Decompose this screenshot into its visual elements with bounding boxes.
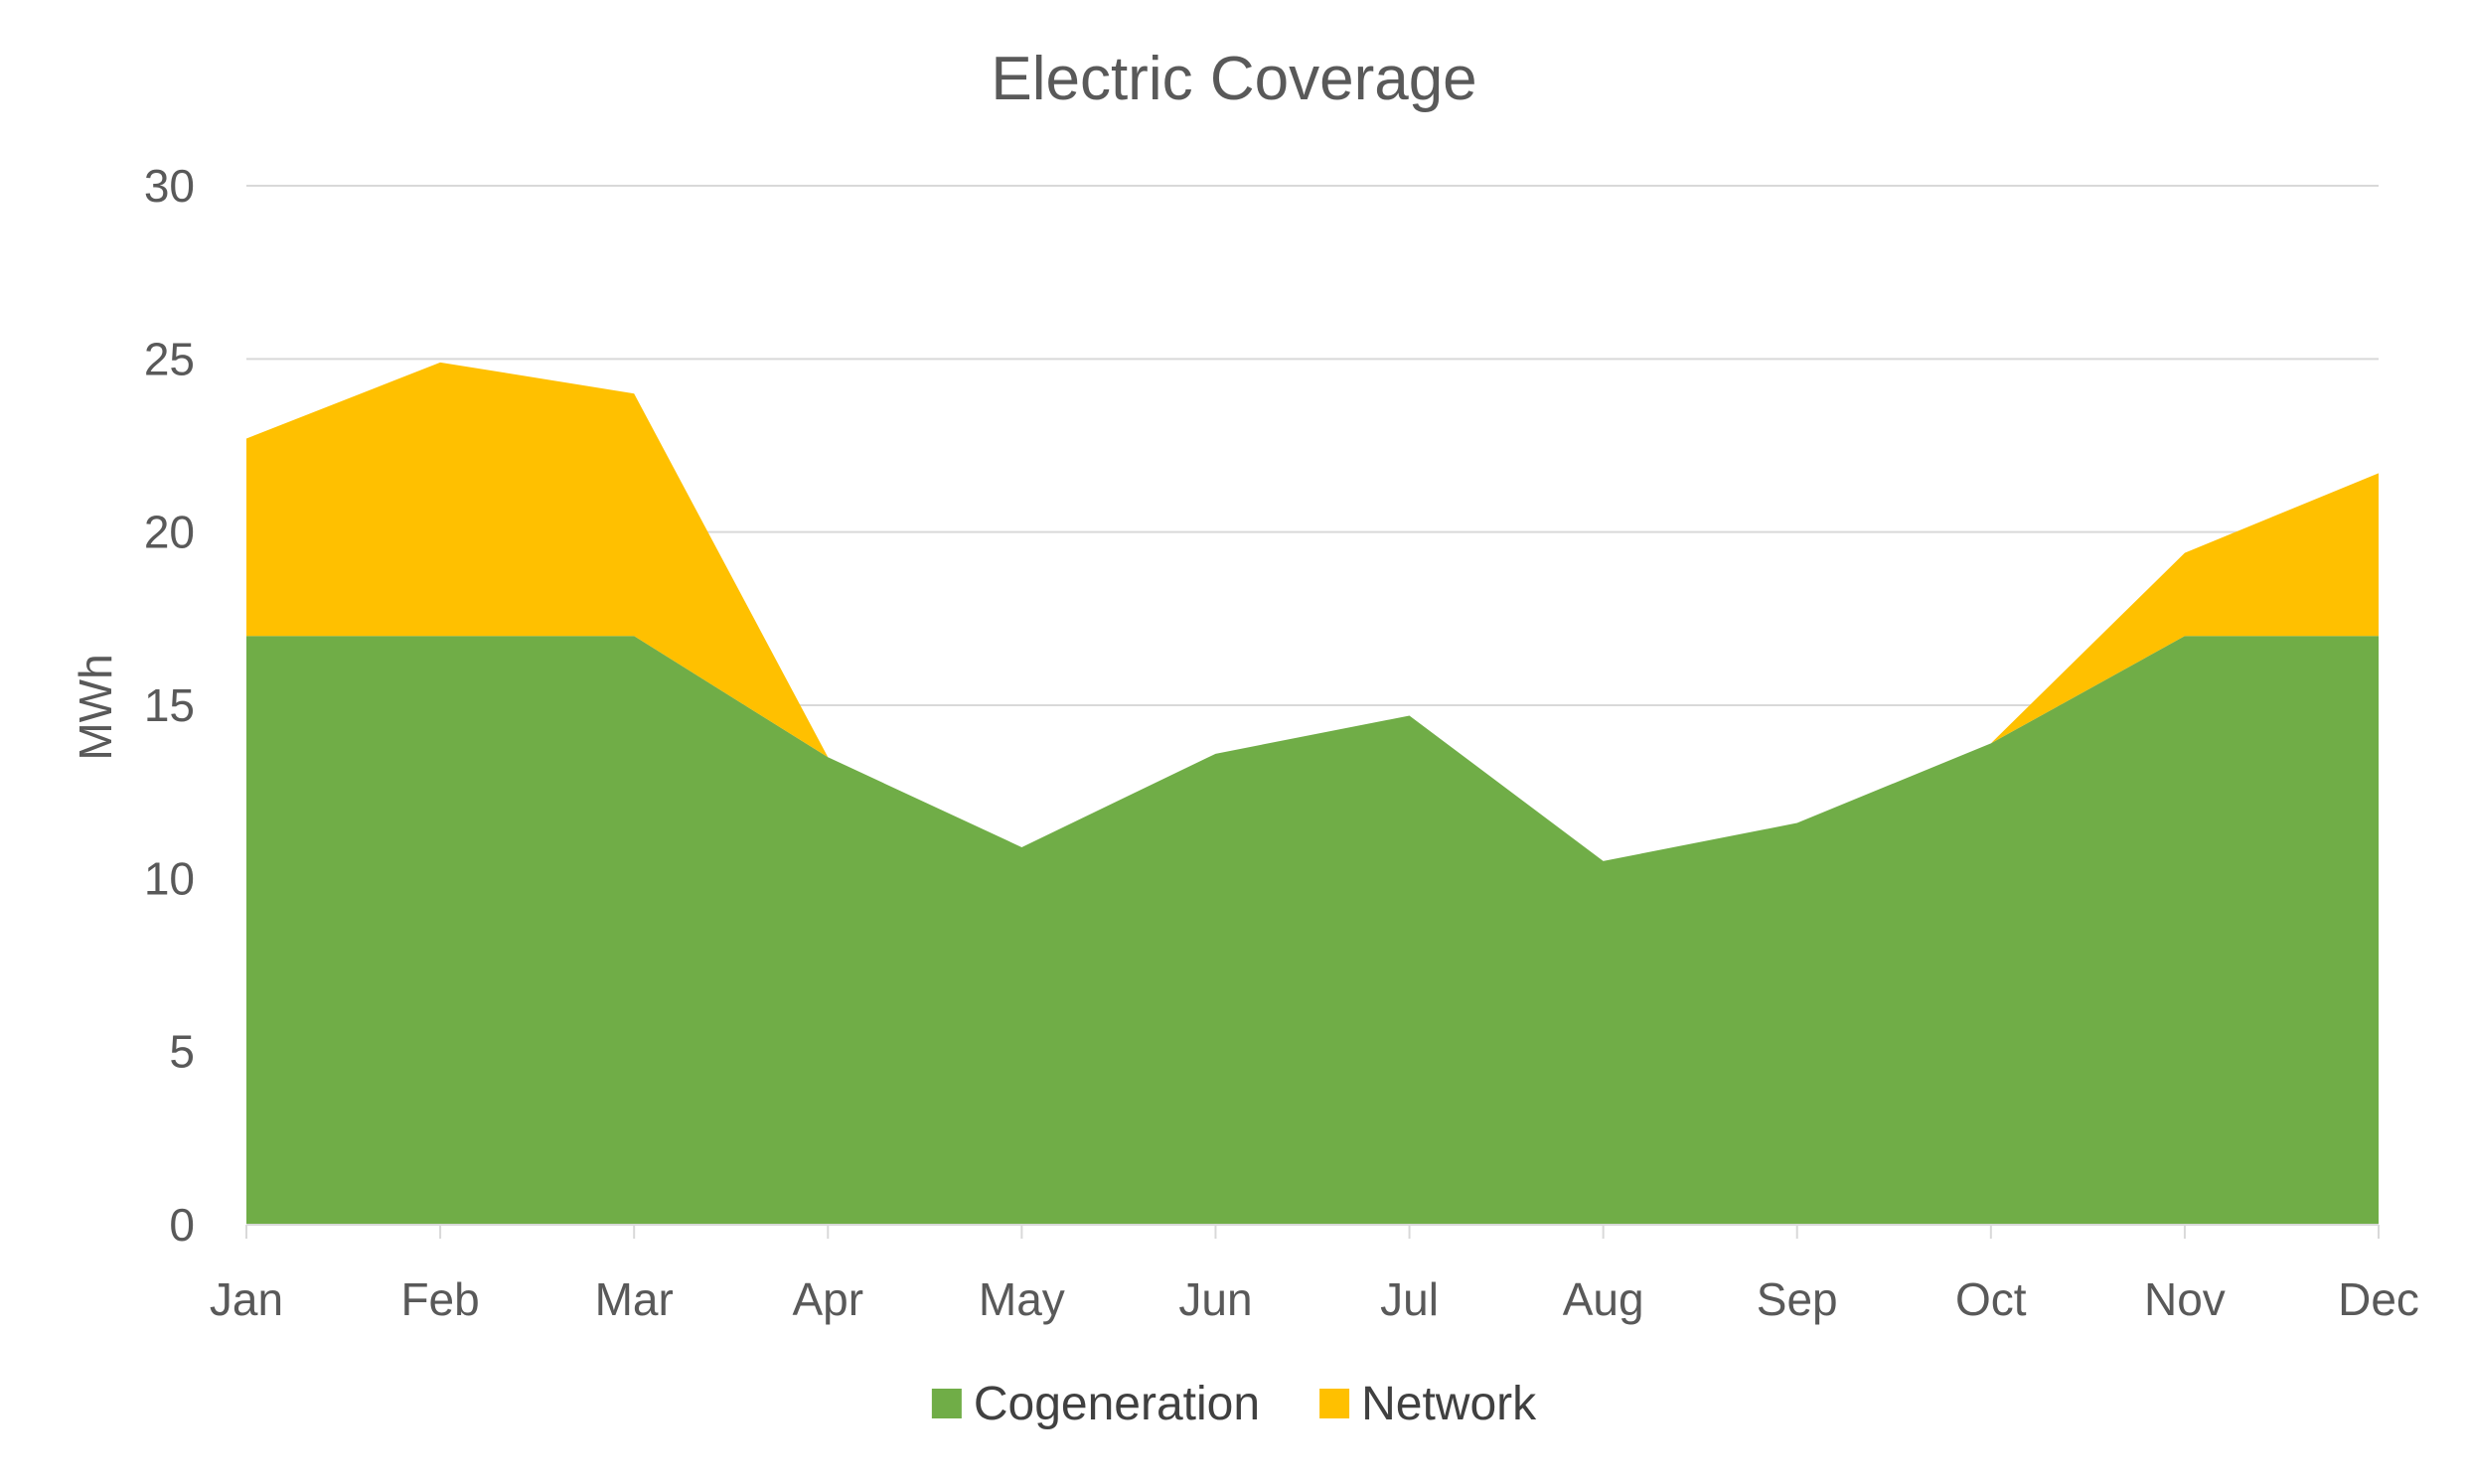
y-axis-label: MWh: [70, 654, 121, 760]
chart-title: Electric Coverage: [991, 45, 1476, 113]
x-tick-label: Oct: [1955, 1273, 2027, 1325]
x-tick-labels: Jan Feb Mar Apr May Jun Jul Aug Sep Oct Nov Dec: [210, 1273, 2419, 1325]
legend-label-cogeneration: Cogeneration: [974, 1378, 1260, 1430]
x-tick-label: Sep: [1757, 1273, 1838, 1325]
y-tick-label: 20: [144, 507, 195, 558]
y-tick-label: 5: [169, 1026, 195, 1078]
y-tick-label: 15: [144, 679, 195, 731]
y-tick-label: 0: [169, 1199, 195, 1251]
x-tick-label: Nov: [2144, 1273, 2226, 1325]
x-tick-label: Aug: [1563, 1273, 1644, 1325]
x-tick-label: Jan: [210, 1273, 283, 1325]
x-tick-label: Mar: [595, 1273, 674, 1325]
y-tick-label: 25: [144, 333, 195, 384]
legend-swatch-network: [1319, 1389, 1350, 1418]
area-series-network: [246, 362, 2379, 861]
legend-label-network: Network: [1361, 1378, 1537, 1430]
y-tick-label: 10: [144, 852, 195, 904]
y-tick-labels: 0 5 10 15 20 25 30: [144, 160, 195, 1251]
legend: Cogeneration Network: [931, 1378, 1537, 1430]
legend-swatch-cogeneration: [931, 1389, 962, 1418]
x-tick-label: Jul: [1380, 1273, 1439, 1325]
plot-area: [246, 362, 2379, 1225]
area-series-cogeneration: [246, 636, 2379, 1225]
x-tick-label: Dec: [2338, 1273, 2419, 1325]
y-tick-label: 30: [144, 160, 195, 212]
x-tick-label: Apr: [792, 1273, 863, 1325]
axes: [245, 1224, 2380, 1239]
x-tick-label: May: [979, 1273, 1065, 1325]
x-tick-label: Jun: [1178, 1273, 1252, 1325]
x-tick-label: Feb: [400, 1273, 479, 1325]
